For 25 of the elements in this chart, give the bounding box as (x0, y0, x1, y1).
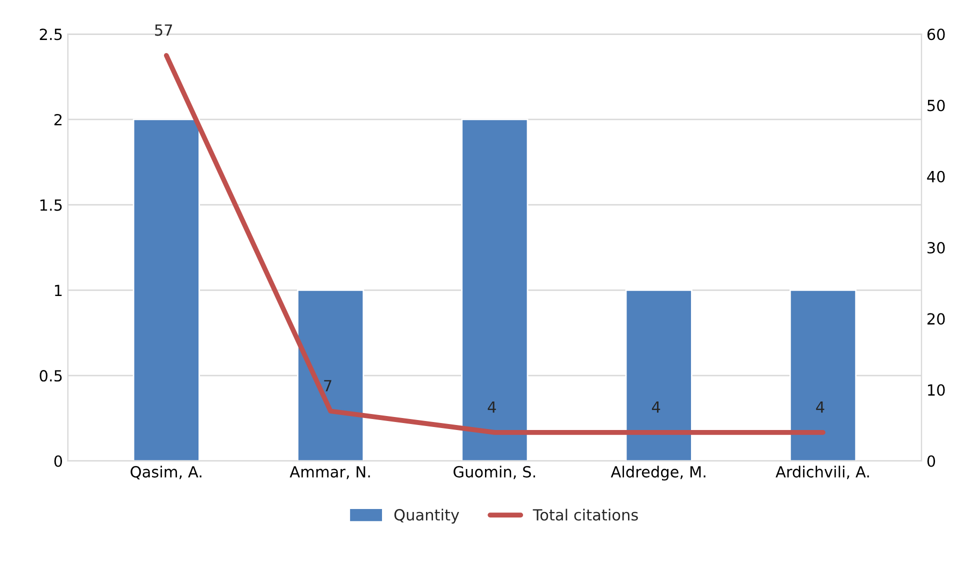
x-tick-label: Qasim, A. (130, 466, 202, 480)
y-tick-label: 0.5 (40, 370, 62, 382)
legend-label: Quantity (394, 508, 460, 524)
y-tick-label: 2 (54, 114, 62, 126)
y2-tick-label: 60 (927, 28, 945, 40)
y2-tick-label: 30 (928, 242, 945, 254)
data-label: 4 (652, 401, 660, 413)
data-label: 7 (324, 380, 332, 392)
y2-tick-label: 20 (927, 313, 945, 325)
data-label: 4 (488, 401, 496, 413)
y2-tick-label: 50 (928, 100, 945, 112)
y-tick-label: 1 (54, 284, 62, 296)
data-label: 4 (816, 401, 824, 413)
x-tick-label: Aldredge, M. (610, 466, 706, 481)
data-label: 57 (155, 24, 172, 36)
legend-label: Total citations (532, 508, 638, 521)
y2-tick-label: 40 (927, 170, 945, 182)
y-tick-label: 1.5 (40, 200, 62, 211)
y-tick-label: 2.5 (40, 28, 62, 40)
x-tick-label: Ammar, N. (290, 466, 370, 480)
y-tick-label: 0 (54, 455, 62, 467)
x-tick-label: Guomin, S. (454, 466, 536, 480)
y2-tick-label: 0 (927, 455, 936, 467)
x-tick-label: Ardichvili, A. (776, 466, 869, 480)
y2-tick-label: 10 (928, 384, 945, 396)
